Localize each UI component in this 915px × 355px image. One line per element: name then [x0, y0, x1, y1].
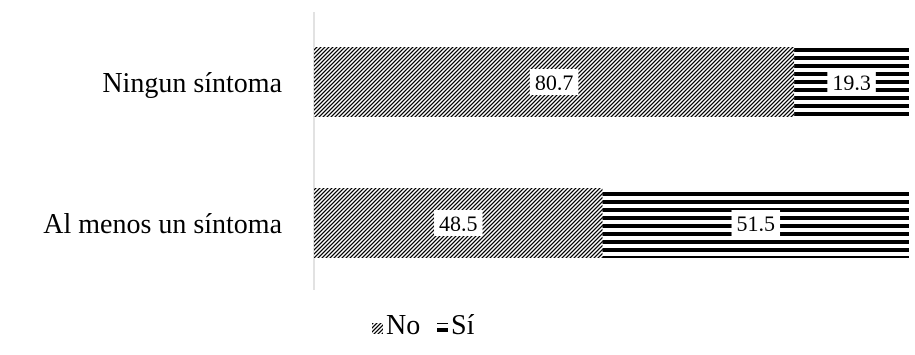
category-label-al-menos-un-sintoma: Al menos un síntoma	[43, 209, 282, 240]
data-label-box-no-al-menos-un-sintoma	[434, 210, 483, 236]
data-label-box-no-ningun-sintoma	[529, 69, 579, 95]
data-label-si-ningun-sintoma: 19.3	[832, 70, 871, 95]
legend-swatch-no	[372, 323, 383, 334]
data-label-no-ningun-sintoma: 80.7	[535, 70, 574, 95]
legend-swatch-si	[437, 323, 448, 334]
data-label-no-al-menos-un-sintoma: 48.5	[439, 211, 478, 236]
bars-group: Ningun síntoma 80.7 19.3 Al menos un síntom…	[43, 47, 909, 258]
category-label-ningun-sintoma: Ningun síntoma	[102, 68, 282, 99]
legend-label-si: Sí	[451, 310, 475, 341]
data-label-box-si-ningun-sintoma	[827, 69, 876, 95]
legend: No Sí	[372, 310, 475, 341]
data-label-si-al-menos-un-sintoma: 51.5	[737, 211, 776, 236]
data-label-box-si-al-menos-un-sintoma	[731, 210, 781, 236]
legend-label-no: No	[386, 310, 420, 341]
